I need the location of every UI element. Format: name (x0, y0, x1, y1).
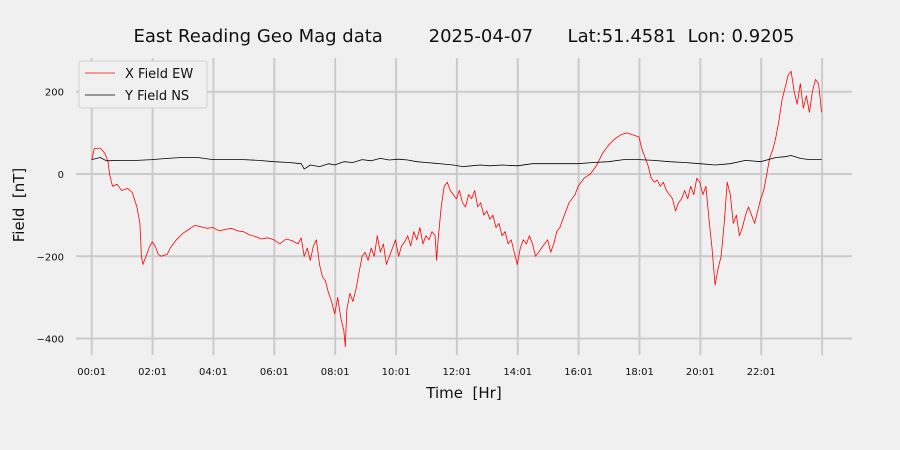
legend: X Field EW Y Field NS (78, 60, 208, 109)
x-tick-label: 22:01 (747, 367, 776, 378)
series-line-y-field (91, 155, 822, 170)
x-tick-label: 00:01 (77, 367, 106, 378)
y-tick-label: −400 (37, 335, 64, 346)
grid (76, 58, 852, 355)
y-axis-label: Field [nT] (10, 168, 28, 243)
x-tick-label: 12:01 (442, 367, 471, 378)
x-tick-label: 14:01 (503, 367, 532, 378)
y-tick-label: 0 (58, 170, 64, 181)
x-tick-label: 18:01 (625, 367, 654, 378)
y-tick-label: 200 (45, 88, 64, 99)
legend-label-x-field: X Field EW (125, 67, 193, 82)
x-tick-label: 04:01 (199, 367, 228, 378)
x-tick-label: 02:01 (138, 367, 167, 378)
x-tick-label: 20:01 (686, 367, 715, 378)
x-tick-label: 06:01 (260, 367, 289, 378)
ticks-group: 00:01 02:01 04:01 06:01 08:01 10:01 12:01 14:01… (37, 88, 776, 378)
x-tick-label: 08:01 (321, 367, 350, 378)
x-axis-label: Time [Hr] (425, 384, 501, 402)
series-group (91, 70, 822, 348)
x-tick-label: 10:01 (382, 367, 411, 378)
x-tick-label: 16:01 (564, 367, 593, 378)
legend-label-y-field: Y Field NS (124, 89, 189, 104)
series-line-x-field (91, 70, 822, 348)
y-tick-label: −200 (37, 252, 64, 263)
chart-title: East Reading Geo Mag data 2025-04-07 Lat… (133, 26, 794, 47)
